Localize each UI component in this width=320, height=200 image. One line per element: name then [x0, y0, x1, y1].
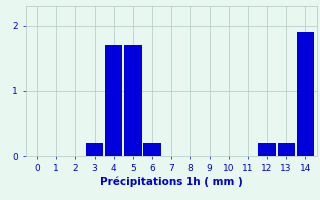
X-axis label: Précipitations 1h ( mm ): Précipitations 1h ( mm ) — [100, 177, 243, 187]
Bar — [297, 32, 314, 156]
Bar — [258, 143, 276, 156]
Bar — [277, 143, 295, 156]
Bar — [86, 143, 103, 156]
Bar — [124, 45, 141, 156]
Bar — [143, 143, 161, 156]
Bar — [105, 45, 122, 156]
